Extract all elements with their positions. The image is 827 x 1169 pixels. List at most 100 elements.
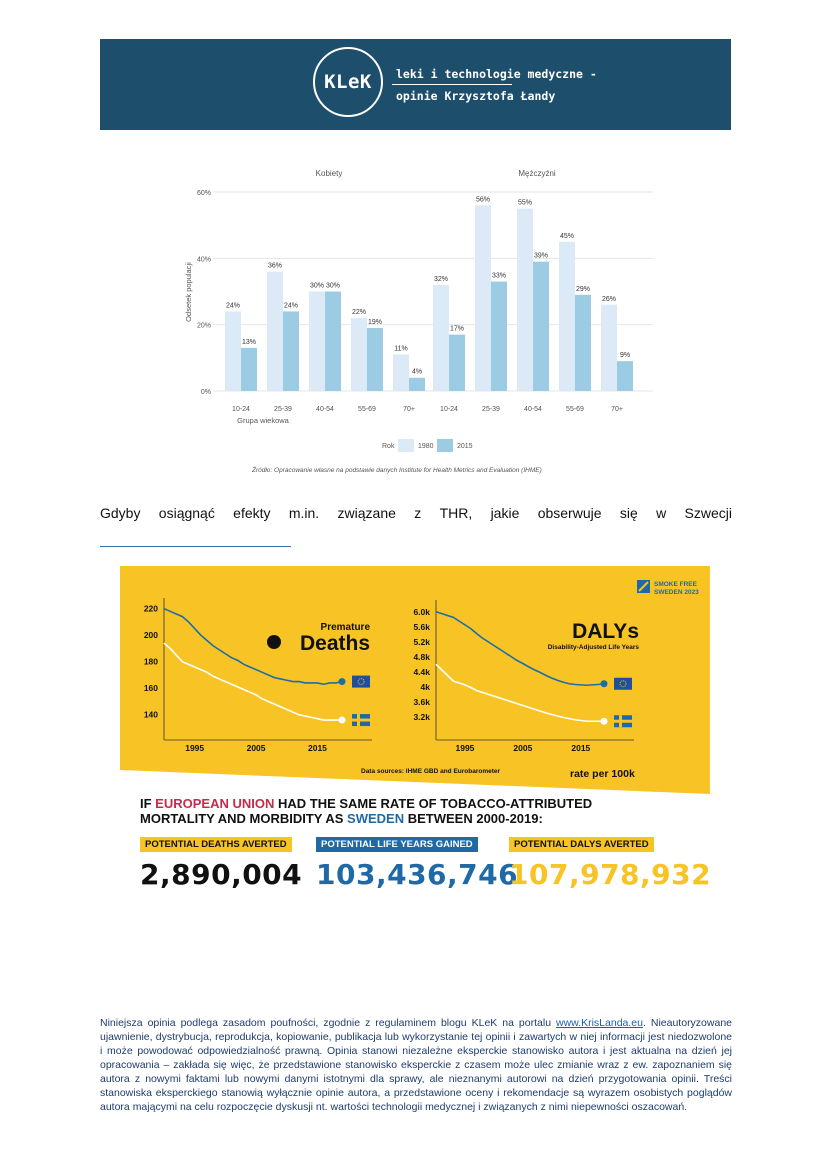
headline-part1: IF (140, 796, 156, 811)
bar-value-label: 30% (326, 283, 340, 290)
bar-value-label: 11% (394, 346, 408, 353)
series-end-dot (338, 678, 346, 686)
bar-value-label: 30% (310, 283, 324, 290)
footer-link[interactable]: www.KrisLanda.eu (556, 1017, 643, 1029)
bar-value-label: 13% (242, 339, 256, 346)
x-tick-label: 10-24 (232, 406, 250, 413)
paragraph-word: m.in. (288, 505, 320, 521)
bar (559, 241, 575, 391)
chart-title-line2: Disability-Adjusted Life Years (548, 644, 640, 651)
stat-label: POTENTIAL LIFE YEARS GAINED (316, 837, 478, 852)
series-end-dot (600, 680, 608, 688)
paragraph-word: osiągnąć (158, 505, 215, 521)
y-tick-label: 0% (201, 389, 211, 396)
headline-part2: HAD THE SAME RATE OF TOBACCO-ATTRIBUTED (274, 796, 593, 811)
x-tick-label: 40-54 (316, 406, 334, 413)
bar-value-label: 56% (476, 196, 490, 203)
bar (393, 354, 409, 391)
x-tick-label: 1995 (456, 743, 475, 753)
y-tick-label: 4k (421, 682, 431, 692)
stat-value: 103,436,746 (316, 858, 519, 891)
smoking-prevalence-chart: 60% 40% 20% 0% Odsetek populacji Kobiety 24% 13… (175, 160, 665, 490)
series-line (435, 610, 605, 687)
paragraph-word: Szwecji (684, 505, 732, 521)
bar (241, 347, 257, 391)
paragraph-word: jakie (490, 505, 520, 521)
confidentiality-footer: Niniejsza opinia podlega zasadom poufnoś… (100, 1016, 732, 1114)
x-tick-label: 2015 (308, 743, 327, 753)
series-line (163, 642, 342, 721)
y-tick-label: 20% (197, 323, 211, 330)
paragraph-word: Gdyby (100, 505, 141, 521)
panel-title: Kobiety (316, 169, 343, 178)
footer-text-after: . Nieautoryzowane ujawnienie, dystrybucj… (100, 1017, 733, 1113)
y-tick-label: 60% (197, 190, 211, 197)
bar-value-label: 19% (368, 319, 382, 326)
bar-value-label: 29% (576, 286, 590, 293)
chart-title-line1: DALYs (572, 620, 639, 643)
chart-title-line1: Premature (321, 622, 371, 633)
paragraph-word: związane (337, 505, 396, 521)
badge-line1: SMOKE FREE (654, 581, 698, 588)
y-tick-label: 5.6k (413, 622, 430, 632)
paragraph-word: THR, (439, 505, 473, 521)
smoke-free-infographic: SMOKE FREE SWEDEN 2023 220 200 180 160 140 1995… (120, 566, 710, 796)
sweden-flag-cross-h (352, 718, 370, 722)
headline-part4: BETWEEN 2000-2019: (404, 811, 543, 826)
bar-value-label: 55% (518, 200, 532, 207)
bar (267, 271, 283, 391)
header-banner: KLeK leki i technologie medyczne - opini… (100, 39, 731, 130)
series-end-dot (600, 717, 608, 725)
headline-part3: MORTALITY AND MORBIDITY AS (140, 811, 348, 826)
bar-value-label: 36% (268, 263, 282, 270)
bar (409, 377, 425, 391)
infographic-headline: IF EUROPEAN UNION HAD THE SAME RATE OF T… (140, 796, 592, 826)
y-tick-label: 3.2k (413, 712, 430, 722)
bar-value-label: 9% (620, 352, 630, 359)
klek-logo: KLeK (313, 47, 383, 117)
eu-flag-stars (357, 678, 365, 686)
bar-value-label: 45% (560, 233, 574, 240)
link-underline[interactable] (100, 546, 291, 547)
badge-line2: SWEDEN 2023 (654, 589, 699, 596)
legend-label: 2015 (457, 443, 473, 450)
x-tick-label: 55-69 (566, 406, 584, 413)
bar-value-label: 24% (226, 302, 240, 309)
headline-se: SWEDEN (347, 811, 405, 826)
headline-eu: EUROPEAN UNION (155, 796, 275, 811)
paragraph-word: się (619, 505, 638, 521)
bar-value-label: 24% (284, 302, 298, 309)
bar-value-label: 26% (602, 296, 616, 303)
x-tick-label: 2005 (247, 743, 266, 753)
y-tick-label: 4.4k (413, 667, 430, 677)
data-sources: Data sources: IHME GBD and Eurobarometer (361, 768, 501, 775)
bar (325, 291, 341, 391)
y-tick-label: 200 (144, 630, 158, 640)
tagline-divider (392, 84, 512, 85)
bar (475, 205, 491, 391)
bar-value-label: 4% (412, 369, 422, 376)
tagline-line2: opinie Krzysztofa Łandy (396, 89, 556, 103)
y-tick-label: 6.0k (413, 607, 430, 617)
logo-text: KLeK (324, 71, 372, 93)
x-tick-label: 70+ (403, 406, 415, 413)
y-tick-label: 220 (144, 604, 158, 614)
bar (225, 311, 241, 391)
rate-label: rate per 100k (570, 768, 635, 780)
bar (351, 318, 367, 391)
y-tick-label: 160 (144, 683, 158, 693)
legend-label: 1980 (418, 443, 434, 450)
x-tick-label: 55-69 (358, 406, 376, 413)
series-line (435, 663, 604, 723)
y-tick-label: 180 (144, 657, 158, 667)
smoke-free-badge-slash (638, 581, 649, 592)
bar-chart-svg: 60% 40% 20% 0% Odsetek populacji Kobiety 24% 13… (184, 169, 653, 474)
footer-text-before: Niniejsza opinia podlega zasadom poufnoś… (100, 1017, 557, 1029)
stat-deaths: POTENTIAL DEATHS AVERTED 2,890,004 (140, 834, 302, 891)
y-axis-label: Odsetek populacji (184, 262, 193, 322)
source-note: Źródło: Opracowanie własne na podstawie … (251, 465, 542, 474)
x-tick-label: 2005 (513, 743, 532, 753)
paragraph-word: obserwuje (537, 505, 602, 521)
bar (449, 334, 465, 391)
